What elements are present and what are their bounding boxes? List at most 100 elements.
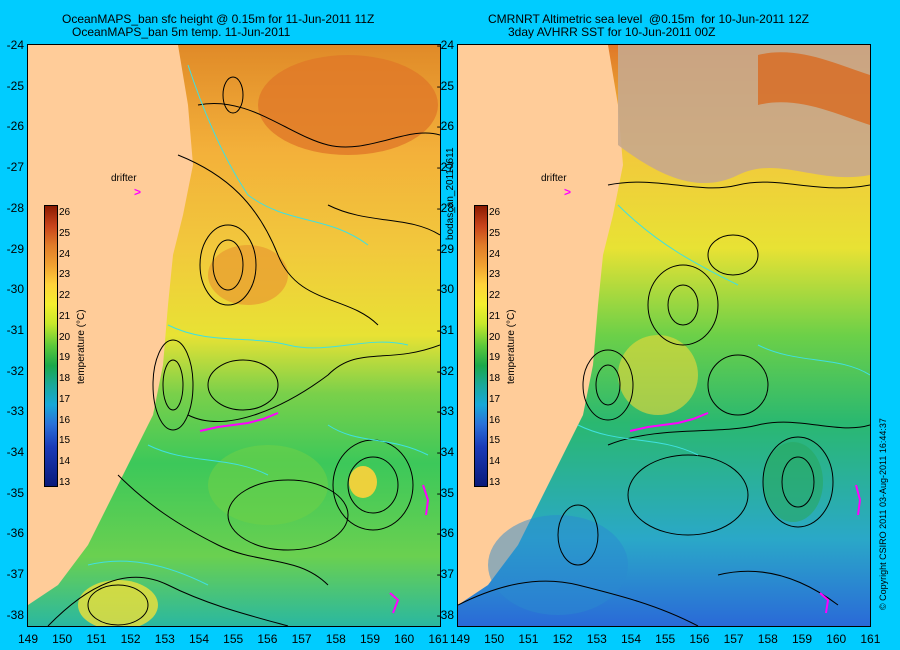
colorbar-tick-label: 25: [489, 227, 501, 239]
x-tick-label: 155: [655, 632, 676, 646]
y-tick-label: -29: [6, 241, 24, 256]
left-title-line1: OceanMAPS_ban sfc height @ 0.15m for 11-…: [62, 12, 375, 26]
colorbar-tick-label: 15: [489, 435, 501, 447]
y-tick-label: -24: [6, 38, 24, 52]
y-tick-label: -24: [436, 38, 454, 52]
y-tick-label: -38: [6, 607, 24, 622]
colorbar-tick-label: 24: [59, 248, 71, 260]
y-tick-label: -33: [6, 404, 24, 419]
y-tick-label: -33: [436, 404, 454, 419]
x-tick-label: 153: [586, 632, 607, 646]
y-tick-label: -37: [6, 567, 24, 582]
x-tick-label: 158: [757, 632, 778, 646]
colorbar-tick-label: 18: [59, 373, 71, 385]
x-tick-label: 161: [860, 632, 881, 646]
colorbar-tick-label: 26: [489, 207, 501, 218]
x-tick-label: 160: [826, 632, 847, 646]
x-tick-label: 159: [791, 632, 813, 646]
y-tick-label: -34: [436, 445, 454, 459]
x-tick-label: 156: [689, 632, 710, 646]
y-tick-label: -26: [436, 119, 454, 134]
left-colorbar: [44, 205, 58, 487]
y-tick-label: -28: [6, 200, 24, 215]
y-tick-label: -32: [436, 363, 454, 378]
colorbar-tick-label: 17: [59, 393, 71, 405]
left-drifter-marker: >: [134, 185, 142, 199]
y-tick-label: -35: [436, 485, 454, 500]
x-tick-label: 157: [291, 632, 312, 646]
colorbar-tick-label: 19: [59, 352, 71, 364]
left-drifter-label: drifter: [111, 173, 137, 184]
right-drifter-track: [629, 412, 862, 614]
x-tick-label: 157: [723, 632, 744, 646]
colorbar-tick-label: 19: [489, 352, 501, 364]
colorbar-tick-label: 25: [59, 227, 71, 239]
left-map-panel: drifter >: [27, 44, 441, 627]
x-tick-label: 153: [154, 632, 175, 646]
y-tick-label: -38: [436, 607, 454, 622]
colorbar-tick-label: 21: [59, 310, 71, 322]
y-tick-label: -31: [436, 322, 454, 337]
colorbar-tick-label: 16: [489, 414, 501, 426]
right-map-panel: drifter >: [457, 44, 871, 627]
y-tick-label: -28: [436, 200, 454, 215]
x-tick-label: 149: [449, 632, 471, 646]
x-tick-label: 159: [359, 632, 381, 646]
colorbar-tick-label: 20: [489, 331, 501, 343]
right-title-line1: CMRNRT Altimetric sea level @0.15m for 1…: [488, 12, 809, 26]
y-tick-label: -37: [436, 567, 454, 582]
x-tick-label: 158: [325, 632, 346, 646]
colorbar-tick-label: 23: [59, 269, 71, 281]
y-tick-label: -27: [436, 160, 454, 175]
right-colorbar: [474, 205, 488, 487]
y-tick-label: -34: [6, 445, 24, 459]
y-tick-label: -30: [436, 282, 454, 297]
x-tick-label: 149: [17, 632, 39, 646]
run-label: bodas_an_20110611: [445, 147, 456, 241]
right-drifter-marker: >: [564, 185, 572, 199]
right-drifter-label: drifter: [541, 173, 567, 184]
right-title-line2: 3day AVHRR SST for 10-Jun-2011 00Z: [508, 25, 716, 39]
x-tick-label: 156: [257, 632, 278, 646]
x-tick-label: 151: [518, 632, 539, 646]
right-map-graphic: [458, 45, 870, 626]
x-tick-label: 151: [86, 632, 107, 646]
copyright-text: © Copyright CSIRO 2011 03-Aug-2011 16:44…: [878, 418, 888, 610]
colorbar-tick-label: 14: [489, 456, 501, 468]
colorbar-tick-label: 21: [489, 310, 501, 322]
y-tick-label: -27: [6, 160, 24, 175]
left-colorbar-title: temperature (°C): [76, 309, 87, 384]
right-colorbar-title: temperature (°C): [506, 309, 517, 384]
colorbar-tick-label: 14: [59, 456, 71, 468]
colorbar-tick-label: 13: [59, 477, 71, 488]
colorbar-tick-label: 18: [489, 373, 501, 385]
colorbar-tick-label: 20: [59, 331, 71, 343]
y-tick-label: -30: [6, 282, 24, 297]
colorbar-tick-label: 16: [59, 414, 71, 426]
colorbar-tick-label: 15: [59, 435, 71, 447]
y-tick-label: -26: [6, 119, 24, 134]
x-tick-label: 160: [394, 632, 415, 646]
colorbar-tick-label: 13: [489, 477, 501, 488]
left-title-line2: OceanMAPS_ban 5m temp. 11-Jun-2011: [72, 25, 291, 39]
x-tick-label: 161: [428, 632, 449, 646]
colorbar-tick-label: 23: [489, 269, 501, 281]
x-tick-label: 154: [188, 632, 210, 646]
x-tick-label: 152: [120, 632, 141, 646]
x-tick-label: 155: [223, 632, 244, 646]
y-tick-label: -36: [6, 526, 24, 541]
y-tick-label: -35: [6, 485, 24, 500]
y-tick-label: -29: [436, 241, 454, 256]
y-tick-label: -36: [436, 526, 454, 541]
y-tick-label: -32: [6, 363, 24, 378]
colorbar-tick-label: 24: [489, 248, 501, 260]
y-tick-label: -25: [6, 78, 24, 93]
left-map-graphic: [28, 45, 440, 626]
colorbar-tick-label: 26: [59, 207, 71, 218]
x-tick-label: 150: [52, 632, 73, 646]
left-drifter-track: [199, 412, 430, 614]
y-tick-label: -31: [6, 322, 24, 337]
x-tick-label: 150: [484, 632, 505, 646]
colorbar-tick-label: 17: [489, 393, 501, 405]
left-ocean-sst: [28, 45, 440, 626]
